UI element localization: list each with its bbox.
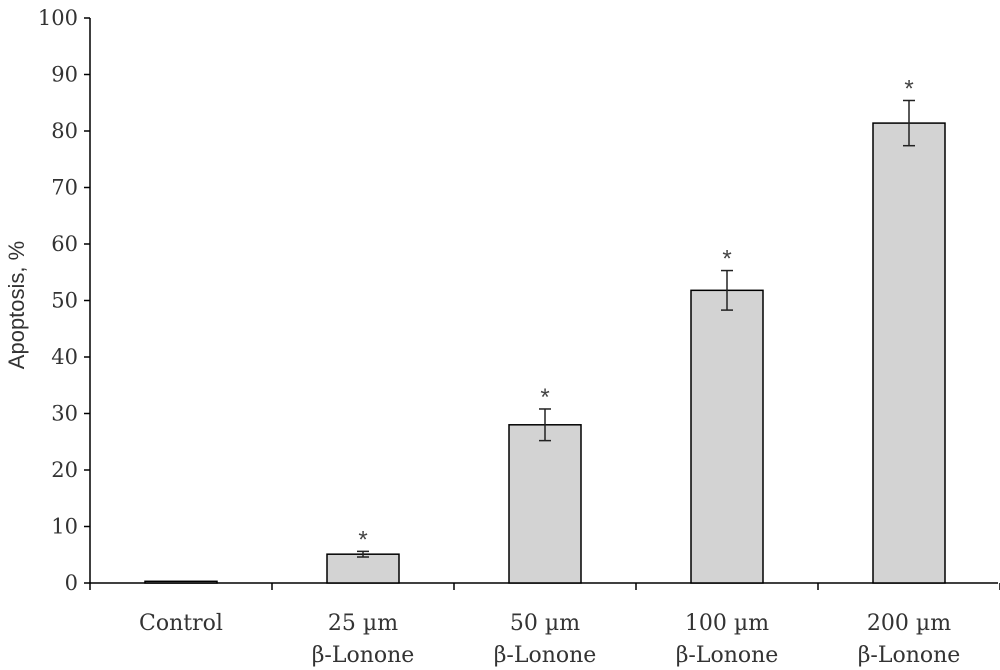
significance-marker: * <box>904 75 913 102</box>
x-category-label: β-Lonone <box>312 643 415 668</box>
significance-marker: * <box>540 384 549 411</box>
x-category-label: 200 µm <box>867 611 951 636</box>
y-tick-label: 60 <box>51 232 78 256</box>
y-tick-label: 20 <box>51 458 78 482</box>
bar <box>508 424 582 584</box>
y-tick-label: 80 <box>51 119 78 143</box>
y-tick-label: 70 <box>51 176 78 200</box>
significance-marker: * <box>358 526 367 553</box>
bar <box>326 553 400 584</box>
y-tick-label: 50 <box>51 289 78 313</box>
x-category-label: 25 µm <box>328 611 398 636</box>
y-tick-label: 40 <box>51 345 78 369</box>
y-tick-label: 100 <box>38 6 78 30</box>
x-category-label: 50 µm <box>510 611 580 636</box>
x-category-label: β-Lonone <box>858 643 961 668</box>
y-tick-label: 0 <box>65 571 78 595</box>
x-category-label: β-Lonone <box>494 643 597 668</box>
y-tick-label: 10 <box>51 515 78 539</box>
x-category-label: 100 µm <box>685 611 769 636</box>
y-tick-label: 30 <box>51 402 78 426</box>
significance-marker: * <box>722 246 731 273</box>
bar <box>144 580 218 584</box>
bar <box>872 122 946 584</box>
x-category-label: β-Lonone <box>676 643 779 668</box>
y-tick-label: 90 <box>51 63 78 87</box>
x-category-label: Control <box>139 611 223 636</box>
bar <box>690 289 764 584</box>
y-axis-title: Apoptosis, % <box>4 241 29 369</box>
